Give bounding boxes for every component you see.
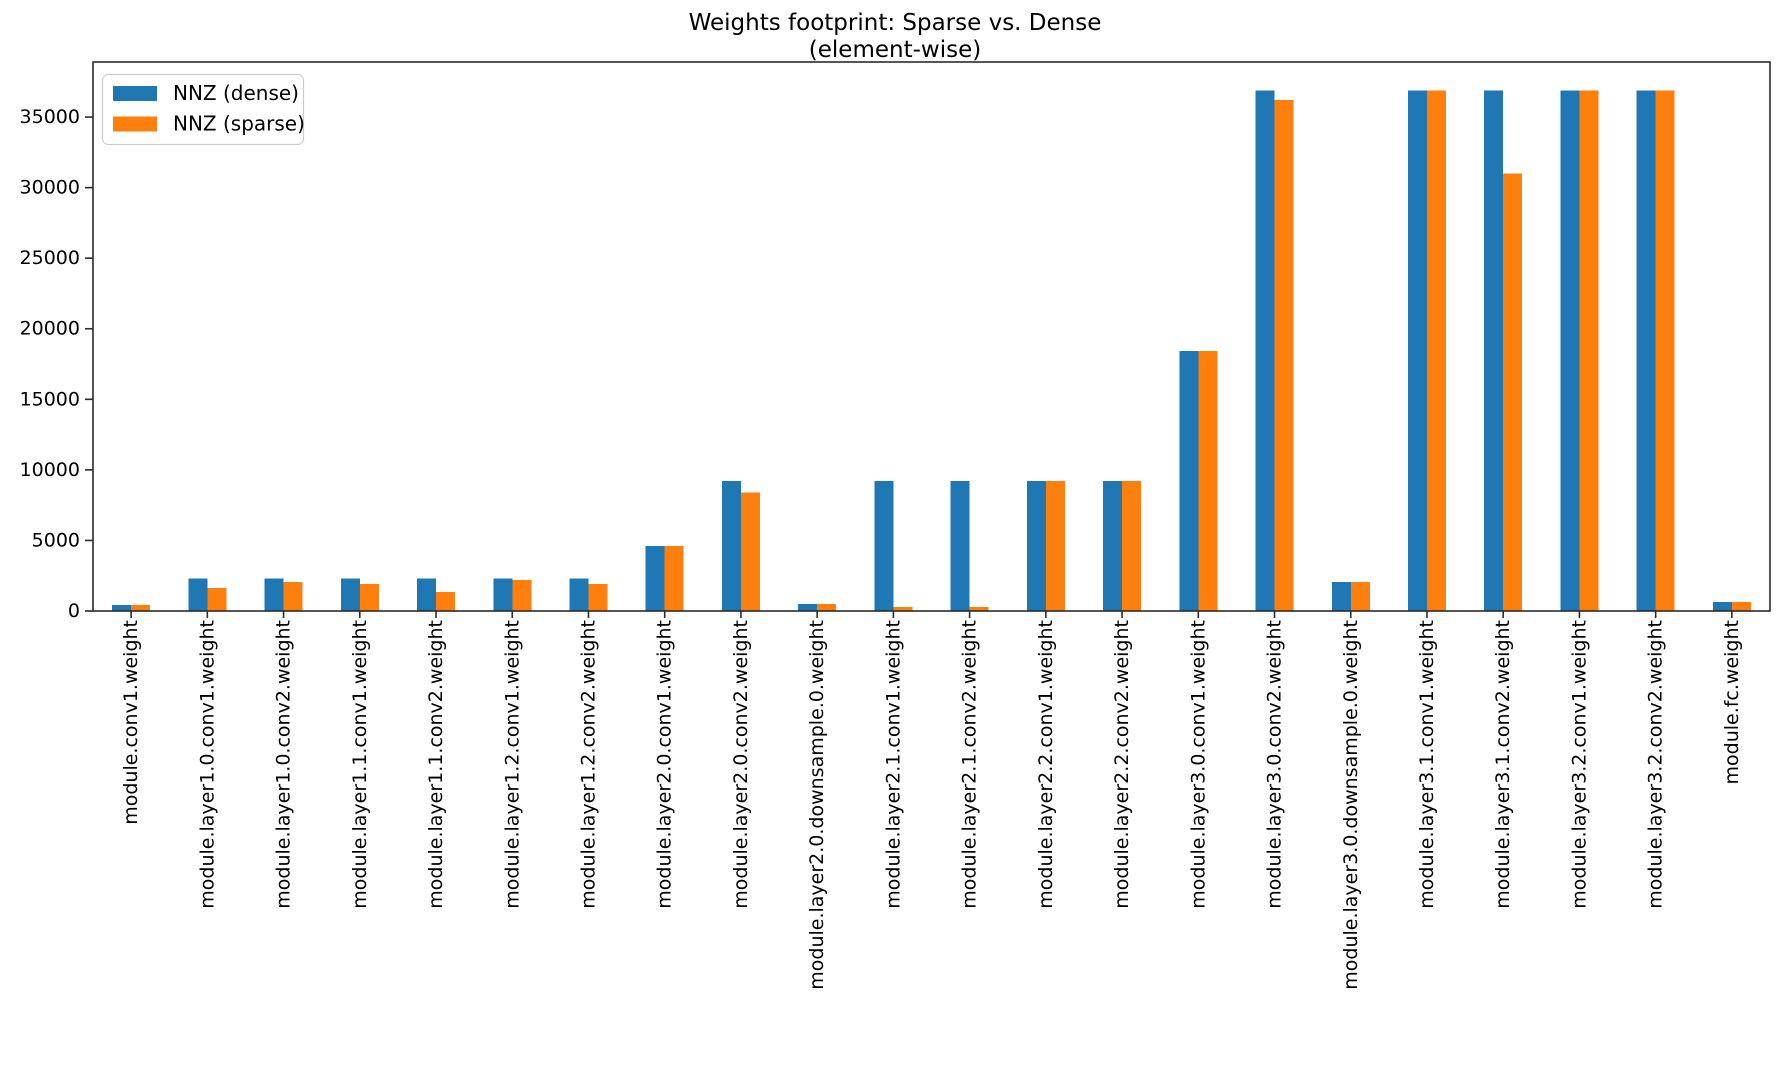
bar-dense-10 — [874, 480, 894, 611]
bar-dense-17 — [1407, 90, 1427, 611]
x-tick-label: module.layer3.0.conv2.weight — [1264, 620, 1286, 909]
bar-sparse-1 — [207, 587, 227, 611]
x-tick-label: module.layer2.2.conv1.weight — [1035, 620, 1057, 909]
y-tick-label: 5000 — [32, 529, 80, 551]
bar-sparse-10 — [893, 606, 913, 611]
chart-title-line2: (element-wise) — [809, 37, 981, 63]
y-tick-label: 20000 — [20, 318, 80, 340]
bar-dense-9 — [798, 603, 818, 611]
bar-dense-19 — [1560, 90, 1580, 611]
bar-dense-16 — [1331, 582, 1351, 611]
legend-label-sparse: NNZ (sparse) — [173, 112, 305, 136]
x-tick-label: module.layer1.0.conv2.weight — [273, 620, 295, 909]
chart-title-line1: Weights footprint: Sparse vs. Dense — [689, 10, 1102, 36]
bar-sparse-17 — [1426, 90, 1446, 611]
x-tick-label: module.layer1.0.conv1.weight — [196, 620, 218, 909]
bar-dense-8 — [721, 480, 741, 611]
bar-dense-15 — [1255, 90, 1275, 611]
bar-sparse-2 — [283, 582, 303, 611]
x-tick-label: module.layer2.0.conv1.weight — [654, 620, 676, 909]
bar-dense-0 — [112, 604, 132, 611]
bar-sparse-18 — [1503, 173, 1523, 611]
bar-sparse-19 — [1579, 90, 1599, 611]
bar-dense-18 — [1484, 90, 1504, 611]
y-tick-label: 0 — [68, 600, 80, 622]
x-tick-label: module.layer2.2.conv2.weight — [1111, 620, 1133, 909]
plot-spines — [92, 61, 1771, 612]
legend: NNZ (dense) NNZ (sparse) — [101, 73, 305, 146]
bar-sparse-4 — [436, 591, 456, 611]
y-tick-label: 30000 — [20, 177, 80, 199]
bar-sparse-5 — [512, 579, 532, 611]
bar-sparse-16 — [1350, 582, 1370, 611]
legend-label-dense: NNZ (dense) — [173, 81, 299, 105]
y-tick-label: 35000 — [20, 106, 80, 128]
x-tick-label: module.fc.weight — [1721, 620, 1743, 784]
x-tick-label: module.layer2.0.conv2.weight — [730, 620, 752, 909]
plot-area: 0 5000 10000 15000 20000 25000 30000 35000 modul… — [20, 61, 1771, 990]
x-tick-label: module.layer3.2.conv2.weight — [1645, 620, 1667, 909]
bar-sparse-15 — [1274, 100, 1294, 611]
bar-dense-3 — [340, 578, 360, 611]
bar-dense-6 — [569, 578, 589, 611]
x-tick-label: module.conv1.weight — [120, 620, 142, 825]
bar-sparse-7 — [664, 545, 684, 611]
x-tick-label: module.layer3.0.conv1.weight — [1187, 620, 1209, 909]
bar-dense-5 — [493, 578, 513, 611]
x-tick-label: module.layer1.2.conv1.weight — [501, 620, 523, 909]
bar-dense-13 — [1103, 480, 1123, 611]
bar-sparse-8 — [740, 492, 760, 611]
bar-dense-4 — [417, 578, 437, 611]
bar-sparse-13 — [1122, 480, 1142, 611]
x-tick-label: module.layer3.1.conv1.weight — [1416, 620, 1438, 909]
bar-sparse-3 — [359, 584, 379, 611]
bar-dense-12 — [1026, 480, 1046, 611]
bar-dense-2 — [264, 578, 284, 611]
x-tick-label: module.layer2.0.downsample.0.weight — [806, 620, 828, 990]
x-tick-label: module.layer3.1.conv2.weight — [1492, 620, 1514, 909]
x-tick-label: module.layer2.1.conv1.weight — [882, 620, 904, 909]
bar-dense-1 — [188, 578, 208, 611]
x-tick-label: module.layer2.1.conv2.weight — [959, 620, 981, 909]
bar-dense-14 — [1179, 350, 1199, 611]
x-tick-label: module.layer3.2.conv1.weight — [1568, 620, 1590, 909]
legend-swatch-dense — [113, 86, 157, 101]
y-tick-label: 15000 — [20, 388, 80, 410]
bar-dense-11 — [950, 480, 970, 611]
bar-sparse-14 — [1198, 350, 1218, 611]
y-tick-label: 25000 — [20, 247, 80, 269]
bar-sparse-21 — [1731, 601, 1751, 611]
bar-sparse-9 — [817, 603, 837, 611]
x-tick-label: module.layer1.2.conv2.weight — [577, 620, 599, 909]
y-tick-label: 10000 — [20, 459, 80, 481]
bar-sparse-20 — [1655, 90, 1675, 611]
bar-sparse-6 — [588, 584, 608, 611]
legend-swatch-sparse — [113, 116, 157, 132]
bar-dense-7 — [645, 545, 665, 611]
x-tick-label: module.layer1.1.conv2.weight — [425, 620, 447, 909]
bar-sparse-11 — [969, 606, 989, 611]
bar-dense-20 — [1636, 90, 1656, 611]
bar-dense-21 — [1712, 601, 1732, 611]
x-tick-label: module.layer3.0.downsample.0.weight — [1340, 620, 1362, 990]
bar-sparse-0 — [131, 604, 151, 611]
x-tick-label: module.layer1.1.conv1.weight — [349, 620, 371, 909]
bar-sparse-12 — [1045, 480, 1065, 611]
